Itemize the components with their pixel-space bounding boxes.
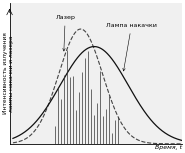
Text: Лампа накачки: Лампа накачки — [106, 23, 157, 71]
X-axis label: Время, t: Время, t — [155, 145, 182, 150]
Y-axis label: Интенсивность излучения
лампы накачки и лазера: Интенсивность излучения лампы накачки и … — [3, 32, 14, 114]
Text: Лазер: Лазер — [55, 15, 75, 51]
